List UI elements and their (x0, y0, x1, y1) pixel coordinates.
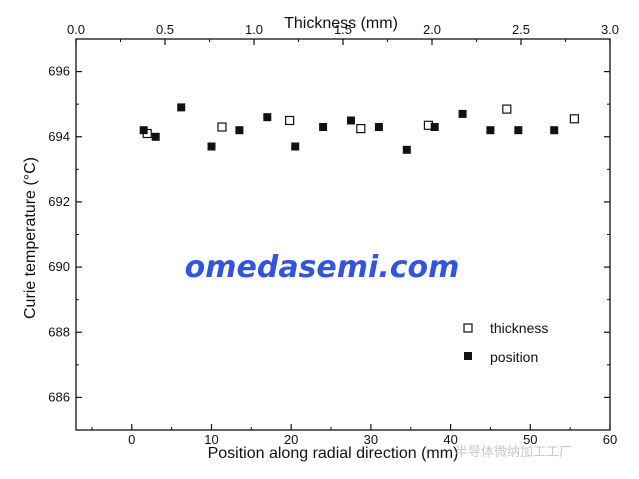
position-point (177, 103, 186, 112)
x-tick-label: 10 (204, 432, 218, 447)
legend-label-thickness: thickness (490, 320, 548, 336)
position-point (291, 142, 300, 151)
position-point (139, 126, 148, 135)
watermark-text: omedasemi.com (185, 250, 460, 285)
x-tick-label: 40 (443, 432, 457, 447)
top-axis-title: Thickness (mm) (284, 15, 398, 32)
position-point (151, 132, 160, 141)
position-point (263, 113, 272, 122)
legend-label-position: position (490, 349, 538, 365)
x-tick-label: 20 (284, 432, 298, 447)
y-tick-label: 690 (48, 259, 70, 274)
y-tick-label: 694 (48, 129, 70, 144)
plot-border (75, 38, 611, 431)
position-point (550, 126, 559, 135)
x2-tick-label: 1.0 (245, 22, 263, 37)
bottom-axis-title: Position along radial direction (mm) (208, 445, 459, 462)
position-point (235, 126, 244, 135)
thickness-point (502, 104, 512, 114)
plot-frame (75, 38, 611, 431)
source-note: 半导体微纳加工工厂 (455, 445, 572, 460)
y-axis-title: Curie temperature (°C) (22, 157, 39, 319)
position-point (319, 123, 328, 131)
x2-tick-label: 3.0 (601, 22, 619, 37)
thickness-point (569, 114, 580, 124)
y-tick-label: 686 (48, 389, 70, 404)
legend-marker-thickness (463, 323, 473, 333)
tick-labels: 0 10 20 30 40 50 60 0.0 0.5 1.0 1.5 2.0 2.5 3.0 686 688… (48, 22, 619, 447)
x2-tick-label: 1.5 (334, 22, 352, 37)
axis-ticks (75, 38, 611, 431)
y-tick-label: 696 (48, 64, 70, 79)
thickness-point (285, 115, 295, 126)
data-markers (139, 103, 580, 154)
y-tick-label: 692 (48, 194, 70, 209)
x-tick-label: 60 (603, 432, 617, 447)
x2-tick-label: 2.0 (423, 22, 441, 37)
position-point (374, 123, 383, 131)
position-point (347, 116, 355, 125)
thickness-point (356, 123, 366, 134)
x-tick-label: 50 (523, 432, 537, 447)
position-point (486, 126, 495, 135)
position-point (458, 109, 467, 118)
position-point (402, 145, 411, 154)
legend-marker-position (464, 352, 472, 360)
x2-tick-label: 0.5 (156, 22, 174, 37)
x2-tick-label: 2.5 (512, 22, 530, 37)
x-tick-label: 0 (128, 432, 135, 447)
legend: thickness position (463, 320, 548, 365)
position-point (430, 123, 439, 131)
position-point (207, 142, 216, 151)
x-tick-label: 30 (364, 432, 378, 447)
y-tick-label: 688 (48, 324, 70, 339)
x2-tick-label: 0.0 (67, 22, 85, 37)
thickness-point (217, 122, 227, 132)
position-point (514, 126, 523, 135)
